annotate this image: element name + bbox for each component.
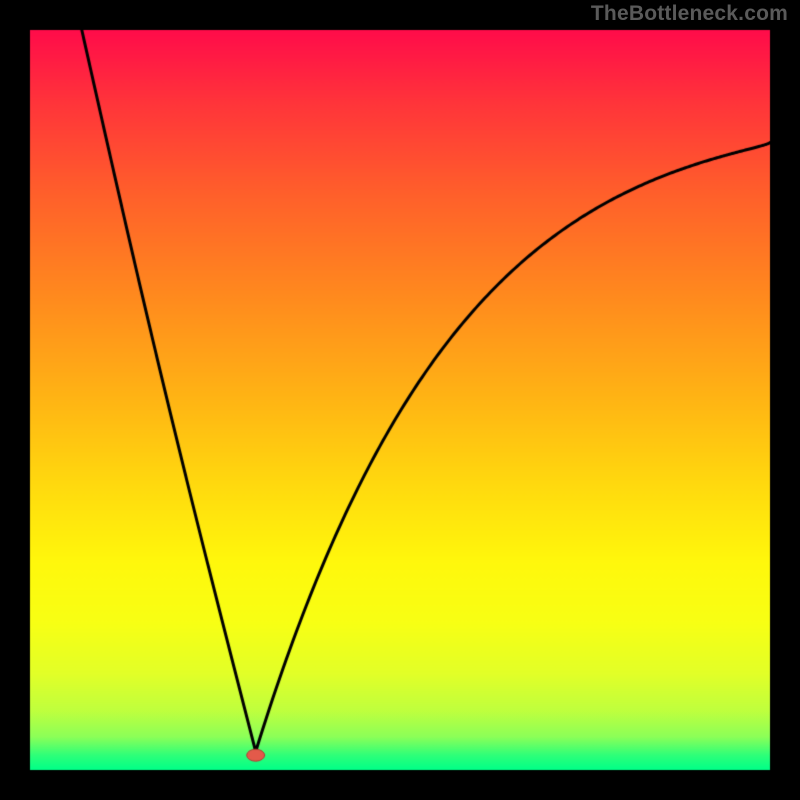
bottleneck-chart-canvas — [0, 0, 800, 800]
chart-stage: TheBottleneck.com — [0, 0, 800, 800]
